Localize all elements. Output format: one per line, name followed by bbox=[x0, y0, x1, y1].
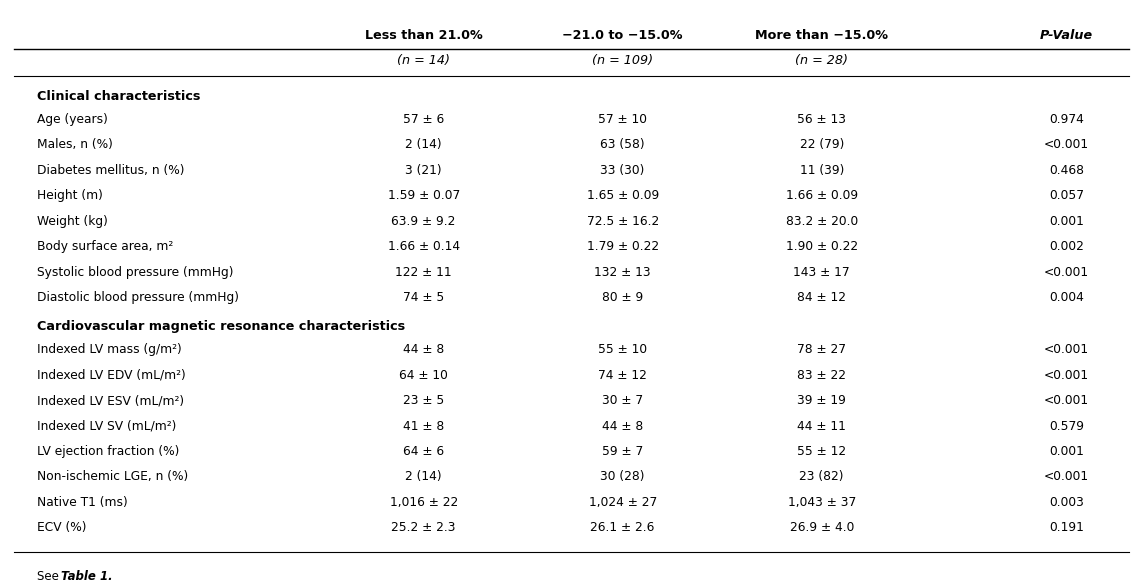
Text: Indexed LV mass (g/m²): Indexed LV mass (g/m²) bbox=[37, 343, 182, 356]
Text: 23 (82): 23 (82) bbox=[799, 470, 844, 483]
Text: 0.579: 0.579 bbox=[1049, 419, 1084, 433]
Text: 83.2 ± 20.0: 83.2 ± 20.0 bbox=[785, 215, 858, 228]
Text: Non-ischemic LGE, n (%): Non-ischemic LGE, n (%) bbox=[37, 470, 189, 483]
Text: 30 (28): 30 (28) bbox=[600, 470, 645, 483]
Text: 74 ± 12: 74 ± 12 bbox=[598, 369, 647, 382]
Text: 1.59 ± 0.07: 1.59 ± 0.07 bbox=[387, 189, 459, 202]
Text: 122 ± 11: 122 ± 11 bbox=[395, 266, 451, 279]
Text: 1,024 ± 27: 1,024 ± 27 bbox=[589, 496, 657, 509]
Text: 0.002: 0.002 bbox=[1049, 240, 1084, 253]
Text: Native T1 (ms): Native T1 (ms) bbox=[37, 496, 128, 509]
Text: 74 ± 5: 74 ± 5 bbox=[403, 291, 445, 304]
Text: 83 ± 22: 83 ± 22 bbox=[797, 369, 846, 382]
Text: <0.001: <0.001 bbox=[1044, 138, 1089, 151]
Text: 0.004: 0.004 bbox=[1049, 291, 1084, 304]
Text: 78 ± 27: 78 ± 27 bbox=[797, 343, 846, 356]
Text: Cardiovascular magnetic resonance characteristics: Cardiovascular magnetic resonance charac… bbox=[37, 320, 405, 333]
Text: 30 ± 7: 30 ± 7 bbox=[602, 394, 644, 407]
Text: 26.1 ± 2.6: 26.1 ± 2.6 bbox=[591, 522, 655, 534]
Text: More than −15.0%: More than −15.0% bbox=[756, 29, 888, 42]
Text: 22 (79): 22 (79) bbox=[800, 138, 844, 151]
Text: Body surface area, m²: Body surface area, m² bbox=[37, 240, 173, 253]
Text: 1,016 ± 22: 1,016 ± 22 bbox=[390, 496, 457, 509]
Text: 64 ± 6: 64 ± 6 bbox=[403, 445, 445, 458]
Text: 44 ± 11: 44 ± 11 bbox=[798, 419, 846, 433]
Text: 143 ± 17: 143 ± 17 bbox=[793, 266, 850, 279]
Text: 0.001: 0.001 bbox=[1049, 445, 1084, 458]
Text: Diabetes mellitus, n (%): Diabetes mellitus, n (%) bbox=[37, 163, 184, 177]
Text: 1,043 ± 37: 1,043 ± 37 bbox=[788, 496, 856, 509]
Text: 132 ± 13: 132 ± 13 bbox=[594, 266, 652, 279]
Text: 57 ± 10: 57 ± 10 bbox=[598, 113, 647, 126]
Text: 84 ± 12: 84 ± 12 bbox=[797, 291, 846, 304]
Text: 59 ± 7: 59 ± 7 bbox=[602, 445, 644, 458]
Text: ECV (%): ECV (%) bbox=[37, 522, 87, 534]
Text: Males, n (%): Males, n (%) bbox=[37, 138, 113, 151]
Text: <0.001: <0.001 bbox=[1044, 266, 1089, 279]
Text: 23 ± 5: 23 ± 5 bbox=[403, 394, 445, 407]
Text: 55 ± 12: 55 ± 12 bbox=[797, 445, 846, 458]
Text: 57 ± 6: 57 ± 6 bbox=[403, 113, 445, 126]
Text: (n = 14): (n = 14) bbox=[397, 54, 450, 67]
Text: 39 ± 19: 39 ± 19 bbox=[798, 394, 846, 407]
Text: 3 (21): 3 (21) bbox=[406, 163, 442, 177]
Text: 26.9 ± 4.0: 26.9 ± 4.0 bbox=[790, 522, 854, 534]
Text: 63 (58): 63 (58) bbox=[600, 138, 645, 151]
Text: 55 ± 10: 55 ± 10 bbox=[598, 343, 647, 356]
Text: 1.66 ± 0.09: 1.66 ± 0.09 bbox=[785, 189, 857, 202]
Text: −21.0 to −15.0%: −21.0 to −15.0% bbox=[562, 29, 682, 42]
Text: 1.65 ± 0.09: 1.65 ± 0.09 bbox=[586, 189, 658, 202]
Text: P-Value: P-Value bbox=[1040, 29, 1093, 42]
Text: Less than 21.0%: Less than 21.0% bbox=[365, 29, 482, 42]
Text: 25.2 ± 2.3: 25.2 ± 2.3 bbox=[391, 522, 456, 534]
Text: 0.468: 0.468 bbox=[1049, 163, 1084, 177]
Text: 0.057: 0.057 bbox=[1049, 189, 1084, 202]
Text: 2 (14): 2 (14) bbox=[406, 138, 442, 151]
Text: <0.001: <0.001 bbox=[1044, 394, 1089, 407]
Text: 1.90 ± 0.22: 1.90 ± 0.22 bbox=[785, 240, 857, 253]
Text: 33 (30): 33 (30) bbox=[600, 163, 645, 177]
Text: LV ejection fraction (%): LV ejection fraction (%) bbox=[37, 445, 179, 458]
Text: Indexed LV ESV (mL/m²): Indexed LV ESV (mL/m²) bbox=[37, 394, 184, 407]
Text: Clinical characteristics: Clinical characteristics bbox=[37, 90, 200, 103]
Text: 1.66 ± 0.14: 1.66 ± 0.14 bbox=[387, 240, 459, 253]
Text: Weight (kg): Weight (kg) bbox=[37, 215, 107, 228]
Text: Table 1.: Table 1. bbox=[61, 570, 112, 583]
Text: 44 ± 8: 44 ± 8 bbox=[403, 343, 445, 356]
Text: <0.001: <0.001 bbox=[1044, 470, 1089, 483]
Text: 2 (14): 2 (14) bbox=[406, 470, 442, 483]
Text: (n = 109): (n = 109) bbox=[592, 54, 654, 67]
Text: Indexed LV SV (mL/m²): Indexed LV SV (mL/m²) bbox=[37, 419, 176, 433]
Text: 11 (39): 11 (39) bbox=[800, 163, 844, 177]
Text: 0.003: 0.003 bbox=[1049, 496, 1084, 509]
Text: 0.001: 0.001 bbox=[1049, 215, 1084, 228]
Text: 44 ± 8: 44 ± 8 bbox=[602, 419, 644, 433]
Text: 63.9 ± 9.2: 63.9 ± 9.2 bbox=[391, 215, 456, 228]
Text: 1.79 ± 0.22: 1.79 ± 0.22 bbox=[586, 240, 658, 253]
Text: 56 ± 13: 56 ± 13 bbox=[797, 113, 846, 126]
Text: (n = 28): (n = 28) bbox=[796, 54, 848, 67]
Text: <0.001: <0.001 bbox=[1044, 369, 1089, 382]
Text: Height (m): Height (m) bbox=[37, 189, 103, 202]
Text: Diastolic blood pressure (mmHg): Diastolic blood pressure (mmHg) bbox=[37, 291, 239, 304]
Text: Indexed LV EDV (mL/m²): Indexed LV EDV (mL/m²) bbox=[37, 369, 185, 382]
Text: 64 ± 10: 64 ± 10 bbox=[399, 369, 448, 382]
Text: 72.5 ± 16.2: 72.5 ± 16.2 bbox=[586, 215, 658, 228]
Text: See: See bbox=[37, 570, 63, 583]
Text: 0.191: 0.191 bbox=[1049, 522, 1084, 534]
Text: Age (years): Age (years) bbox=[37, 113, 107, 126]
Text: 0.974: 0.974 bbox=[1049, 113, 1084, 126]
Text: Systolic blood pressure (mmHg): Systolic blood pressure (mmHg) bbox=[37, 266, 233, 279]
Text: <0.001: <0.001 bbox=[1044, 343, 1089, 356]
Text: 41 ± 8: 41 ± 8 bbox=[403, 419, 445, 433]
Text: 80 ± 9: 80 ± 9 bbox=[602, 291, 644, 304]
